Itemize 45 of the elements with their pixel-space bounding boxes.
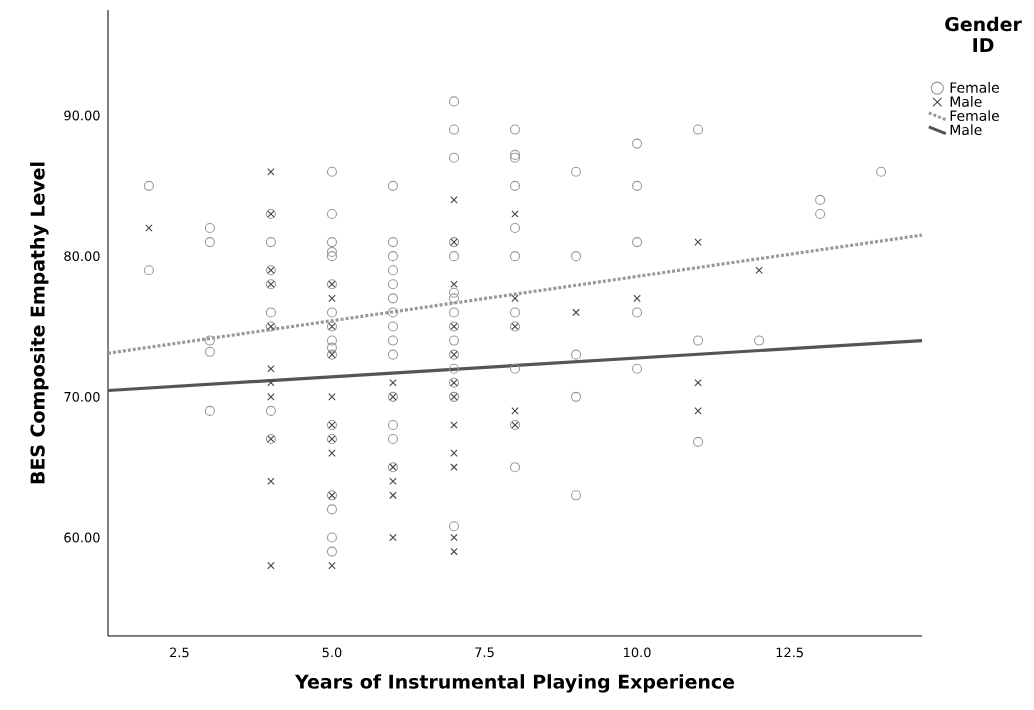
point	[328, 561, 336, 570]
point	[267, 561, 275, 570]
point	[572, 308, 580, 317]
y-tick-label: 60.00	[64, 532, 100, 543]
point	[389, 477, 397, 485]
x-tick-label: 7.5	[475, 647, 494, 658]
legend-label: Male	[950, 124, 982, 136]
point	[450, 547, 458, 556]
point	[450, 280, 458, 289]
point	[511, 294, 519, 303]
legend-label: Female	[950, 110, 999, 121]
y-axis-title: BES Composite Empathy Level	[30, 162, 49, 484]
point	[267, 477, 275, 485]
point	[694, 379, 702, 387]
point	[389, 533, 397, 542]
point	[389, 379, 397, 387]
point	[145, 224, 153, 232]
point	[450, 463, 458, 471]
point	[450, 449, 458, 457]
x-tick-label: 10.0	[624, 647, 651, 658]
point	[267, 364, 275, 373]
y-tick-label: 70.00	[64, 391, 100, 402]
y-tick-label: 80.00	[64, 251, 100, 262]
point	[450, 533, 458, 542]
y-tick-label: 90.00	[64, 110, 100, 121]
point	[328, 449, 336, 457]
point	[694, 407, 702, 415]
point	[267, 379, 275, 387]
point	[267, 168, 275, 176]
point	[328, 294, 336, 303]
legend-title: Gender ID	[945, 16, 1022, 52]
point	[755, 266, 763, 274]
x-axis-title: Years of Instrumental Playing Experience	[294, 674, 735, 693]
point	[389, 491, 397, 500]
point	[328, 393, 336, 401]
x-tick-label: 5.0	[322, 647, 342, 658]
point	[267, 393, 275, 401]
point	[450, 196, 458, 204]
point	[694, 238, 702, 246]
x-tick-label: 2.5	[170, 647, 189, 658]
x-tick-label: 12.5	[776, 647, 803, 658]
legend-label: Male	[950, 96, 982, 107]
point	[633, 294, 641, 303]
point	[511, 407, 519, 415]
legend-label: Female	[950, 82, 999, 93]
